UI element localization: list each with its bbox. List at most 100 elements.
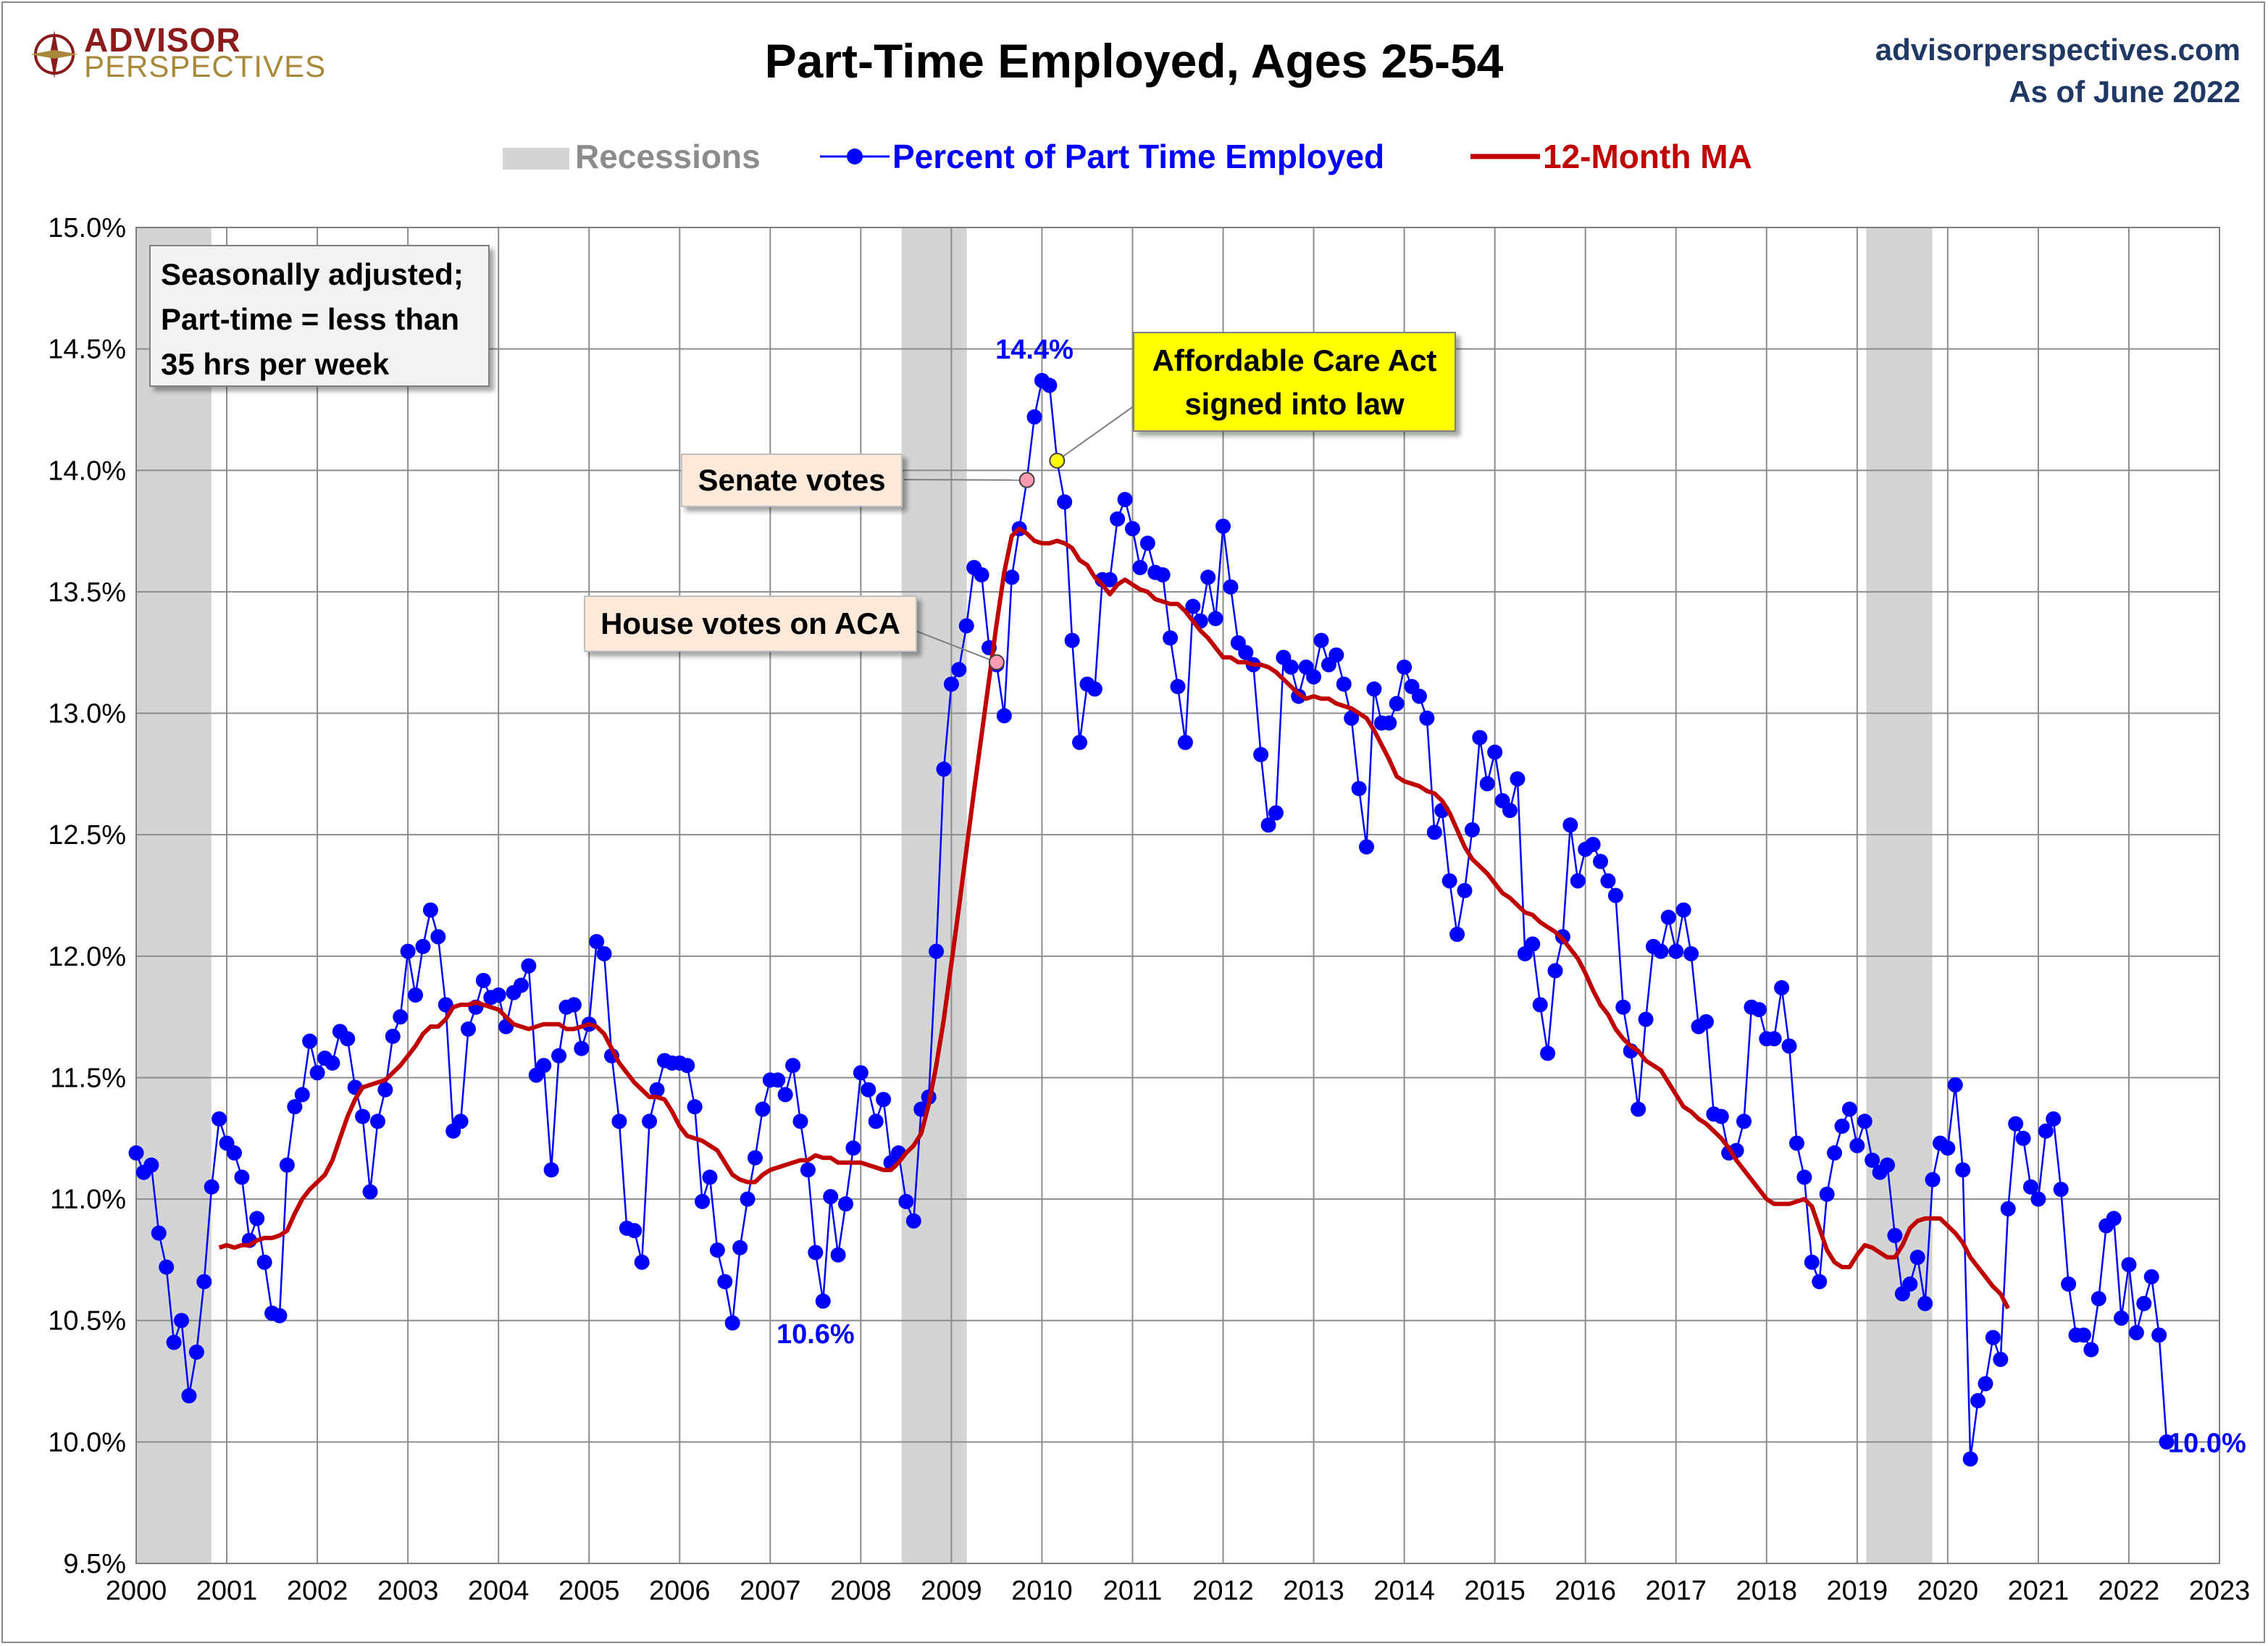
- y-tick-label: 13.0%: [48, 699, 126, 730]
- data-point: [2143, 1269, 2159, 1284]
- plot-area-border: [135, 227, 2220, 1564]
- data-point: [868, 1114, 884, 1129]
- data-point: [2136, 1295, 2152, 1311]
- legend-blue-marker-icon: [820, 149, 890, 164]
- data-point: [1155, 567, 1171, 582]
- data-point: [936, 761, 952, 777]
- x-tick-label: 2016: [1554, 1576, 1616, 1606]
- data-point: [1283, 659, 1299, 675]
- data-point: [1170, 679, 1186, 695]
- data-point: [2151, 1327, 2167, 1343]
- data-point: [1117, 492, 1133, 508]
- connector-aca: [1056, 405, 1135, 461]
- x-tick-label: 2015: [1464, 1576, 1526, 1606]
- data-point: [1441, 873, 1457, 889]
- data-point: [385, 1028, 401, 1044]
- data-point: [1177, 735, 1193, 751]
- data-point: [453, 1114, 469, 1129]
- x-tick-label: 2010: [1011, 1576, 1073, 1606]
- site-url[interactable]: advisorperspectives.com: [1875, 33, 2240, 67]
- x-tick-label: 2020: [1917, 1576, 1979, 1606]
- data-point: [166, 1334, 182, 1350]
- data-point: [589, 934, 605, 950]
- data-point: [1479, 776, 1495, 792]
- data-point: [1411, 688, 1427, 704]
- data-point: [1796, 1169, 1812, 1185]
- data-point: [1185, 598, 1201, 614]
- event-marker-1: [1018, 472, 1035, 488]
- data-point: [513, 977, 529, 993]
- data-point: [159, 1259, 175, 1275]
- x-tick-label: 2014: [1373, 1576, 1435, 1606]
- x-tick-label: 2002: [287, 1576, 348, 1606]
- recession-band-0: [136, 227, 212, 1563]
- data-point: [1042, 377, 1058, 393]
- y-tick-label: 12.0%: [48, 942, 126, 972]
- data-point: [1464, 822, 1480, 837]
- y-tick-label: 10.5%: [48, 1306, 126, 1337]
- data-point: [898, 1193, 914, 1209]
- data-point: [1917, 1295, 1933, 1311]
- data-point: [2091, 1291, 2106, 1307]
- x-tick-label: 2019: [1827, 1576, 1888, 1606]
- callout-aca-line2: signed into law: [1184, 387, 1405, 421]
- data-point: [800, 1162, 816, 1178]
- legend: Recessions Percent of Part Time Employed…: [0, 135, 2268, 178]
- data-point: [422, 902, 438, 918]
- data-point: [830, 1247, 846, 1263]
- data-point: [1366, 681, 1382, 697]
- event-marker-2: [1049, 452, 1066, 469]
- x-tick-label: 2011: [1103, 1576, 1163, 1606]
- data-point: [1306, 669, 1322, 685]
- data-point: [1064, 632, 1080, 648]
- data-point: [188, 1344, 204, 1360]
- data-point: [1540, 1045, 1556, 1061]
- x-tick-label: 2023: [2189, 1576, 2251, 1606]
- data-point: [1359, 839, 1375, 855]
- data-point: [2159, 1434, 2175, 1450]
- data-point: [226, 1145, 242, 1161]
- data-point: [747, 1150, 763, 1166]
- data-point: [279, 1157, 295, 1173]
- data-point: [1940, 1140, 1956, 1156]
- note-line2: Part-time = less than: [161, 302, 459, 336]
- data-point: [460, 1021, 476, 1037]
- data-point: [679, 1058, 695, 1074]
- data-point: [1593, 853, 1609, 869]
- y-tick-label: 14.0%: [48, 456, 126, 486]
- chart-title: Part-Time Employed, Ages 25-54: [764, 34, 1504, 88]
- data-point: [996, 708, 1012, 724]
- data-point: [212, 1111, 227, 1127]
- legend-recession-label: Recessions: [575, 138, 761, 175]
- data-point: [717, 1274, 733, 1290]
- data-point: [2015, 1130, 2031, 1146]
- data-point: [2022, 1179, 2038, 1195]
- y-tick-label: 14.5%: [48, 335, 126, 365]
- data-point: [302, 1033, 318, 1049]
- data-point: [1970, 1392, 1986, 1408]
- data-point: [634, 1254, 650, 1270]
- data-point: [521, 958, 537, 974]
- data-point: [732, 1240, 748, 1256]
- data-point: [649, 1082, 665, 1098]
- data-point: [1344, 710, 1360, 726]
- data-point: [1087, 681, 1102, 697]
- data-point: [1638, 1011, 1654, 1027]
- data-point: [1026, 409, 1042, 425]
- data-point: [1849, 1137, 1865, 1153]
- data-point: [325, 1055, 340, 1071]
- data-point: [2106, 1211, 2122, 1227]
- data-point: [430, 929, 446, 945]
- data-point: [1472, 730, 1488, 745]
- legend-percent-label: Percent of Part Time Employed: [892, 138, 1385, 175]
- note-line3: 35 hrs per week: [161, 347, 390, 381]
- data-point: [1607, 887, 1623, 903]
- data-point: [1880, 1157, 1896, 1173]
- data-point: [1004, 569, 1020, 585]
- data-point: [2121, 1257, 2137, 1273]
- data-point: [143, 1157, 159, 1173]
- data-point: [596, 945, 612, 961]
- data-point: [785, 1058, 801, 1074]
- callout-aca-signed: Affordable Care Act signed into law: [1133, 332, 1456, 432]
- data-point: [1631, 1101, 1646, 1117]
